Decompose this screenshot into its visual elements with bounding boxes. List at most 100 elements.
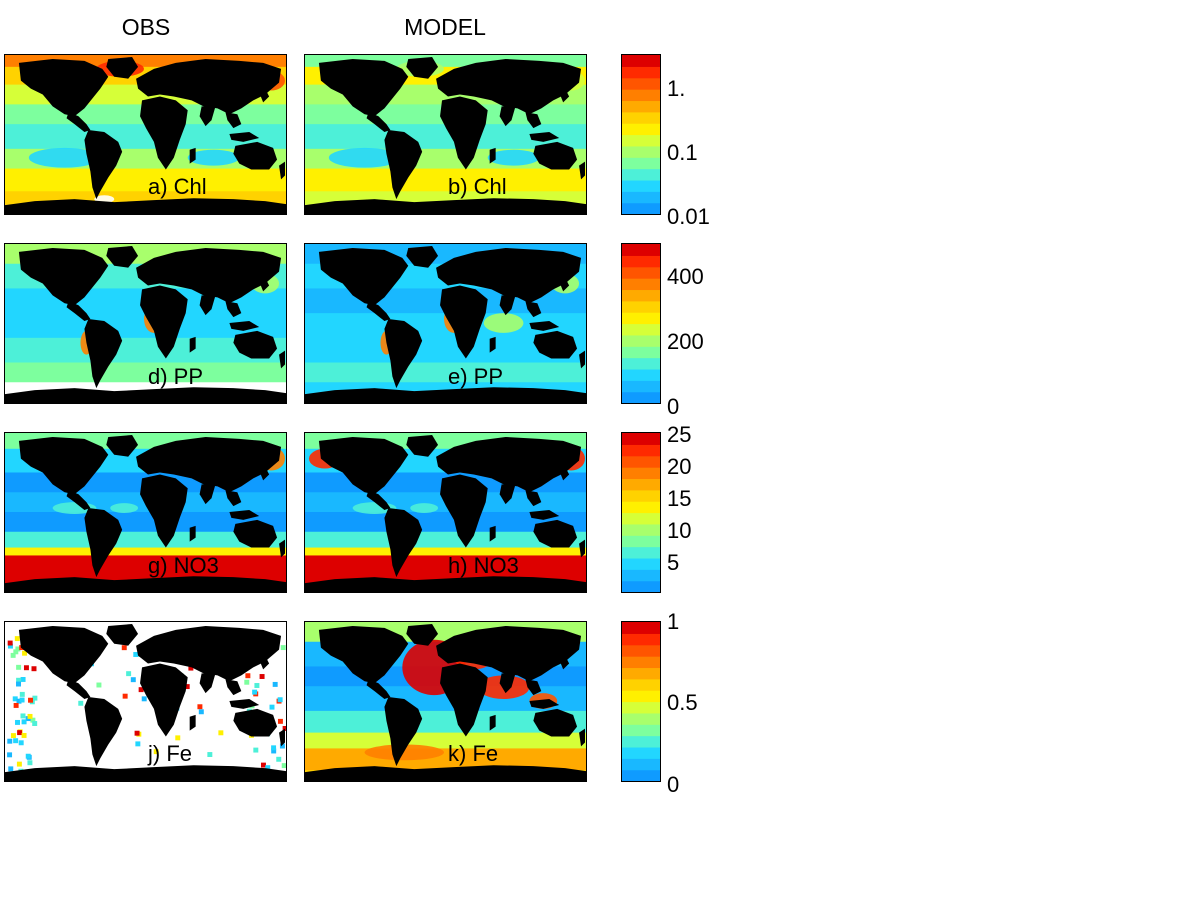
colorbar-tick-pp-400: 400 — [667, 264, 704, 289]
landmass-south-america — [84, 130, 123, 200]
panel-label-model-pp: e) PP — [448, 364, 504, 389]
landmass-se-asia — [225, 490, 242, 507]
landmass-new-zealand — [279, 728, 286, 747]
world-map-obs-fe — [5, 622, 286, 781]
landmass-africa — [140, 285, 188, 359]
landmass-africa — [440, 285, 488, 359]
landmass-north-america — [18, 58, 109, 117]
landmass-indonesia — [529, 699, 560, 709]
landmass-antarctica — [5, 198, 286, 214]
colorbar-tick-fe-0: 0 — [667, 772, 680, 797]
panel-label-obs-pp: d) PP — [148, 364, 204, 389]
landmass-greenland — [406, 434, 439, 457]
landmass-madagascar — [489, 714, 496, 731]
landmass-indonesia — [229, 510, 260, 520]
landmass-new-zealand — [579, 539, 586, 558]
colorbar-tick-no3-25: 25 — [667, 422, 692, 447]
world-map-obs-chl — [5, 55, 286, 214]
landmass-madagascar — [189, 714, 196, 731]
landmass-australia — [233, 708, 278, 737]
landmass-australia — [533, 708, 578, 737]
landmass-india — [199, 673, 216, 694]
landmass-japan — [559, 655, 570, 670]
landmass-australia — [233, 141, 278, 170]
landmass-eurasia — [136, 436, 282, 493]
landmass-eurasia — [136, 625, 282, 682]
landmass-central-america — [366, 301, 391, 322]
landmass-indonesia — [529, 510, 560, 520]
landmass-eurasia — [136, 247, 282, 304]
landmass-africa — [440, 663, 488, 737]
landmass-uk — [440, 452, 446, 463]
landmass-japan — [559, 277, 570, 292]
landmass-south-america — [384, 697, 423, 767]
landmass-madagascar — [489, 525, 496, 542]
landmass-australia — [233, 519, 278, 548]
landmass-australia — [533, 330, 578, 359]
landmass-antarctica — [5, 765, 286, 781]
world-map-obs-no3 — [5, 433, 286, 592]
colorbar-tick-chl-001: 0.01 — [667, 204, 710, 229]
landmass-indonesia — [229, 132, 260, 142]
landmass-japan — [559, 88, 570, 103]
landmass-africa — [140, 96, 188, 170]
landmass-south-america — [84, 697, 123, 767]
landmass-africa — [440, 96, 488, 170]
landmass-africa — [140, 474, 188, 548]
landmass-south-america — [384, 130, 423, 200]
world-map-model-fe — [305, 622, 586, 781]
landmass-india — [499, 484, 516, 505]
landmass-south-america — [84, 319, 123, 389]
panel-label-obs-no3: g) NO3 — [148, 553, 219, 578]
colorbar-tick-pp-200: 200 — [667, 329, 704, 354]
colorbar-no3 — [621, 432, 661, 593]
landmass-antarctica — [305, 198, 586, 214]
landmass-se-asia — [225, 112, 242, 129]
map-panel-obs-chl: a) Chl — [4, 54, 287, 215]
landmass-india — [499, 673, 516, 694]
landmass-indonesia — [229, 699, 260, 709]
world-map-model-chl — [305, 55, 586, 214]
landmass-north-america — [318, 625, 409, 684]
landmass-greenland — [106, 56, 139, 79]
landmass-north-america — [18, 436, 109, 495]
landmass-new-zealand — [579, 161, 586, 180]
landmass-india — [199, 484, 216, 505]
landmass-se-asia — [525, 679, 542, 696]
landmass-madagascar — [489, 147, 496, 164]
panel-label-model-fe: k) Fe — [448, 741, 499, 766]
landmass-south-america — [384, 319, 423, 389]
landmass-antarctica — [5, 576, 286, 592]
landmass-central-america — [366, 112, 391, 133]
colorbar-tick-no3-15: 15 — [667, 486, 692, 511]
landmass-central-america — [366, 679, 391, 700]
landmass-se-asia — [525, 301, 542, 318]
world-map-model-no3 — [305, 433, 586, 592]
landmass-japan — [259, 88, 270, 103]
landmass-australia — [233, 330, 278, 359]
landmass-madagascar — [189, 336, 196, 353]
landmass-africa — [440, 474, 488, 548]
colorbar-tick-fe-1: 1 — [667, 609, 680, 634]
colorbar-pp — [621, 243, 661, 404]
landmass-greenland — [406, 56, 439, 79]
model-column-title: MODEL — [404, 14, 486, 40]
landmass-uk — [140, 641, 146, 652]
landmass-antarctica — [5, 387, 286, 403]
landmass-central-america — [66, 112, 91, 133]
landmass-eurasia — [436, 247, 582, 304]
landmass-north-america — [18, 625, 109, 684]
landmass-madagascar — [189, 147, 196, 164]
landmass-new-zealand — [579, 350, 586, 369]
landmass-antarctica — [305, 765, 586, 781]
colorbar-tick-pp-0: 0 — [667, 394, 680, 419]
landmass-india — [499, 295, 516, 316]
landmass-north-america — [318, 247, 409, 306]
landmass-new-zealand — [279, 161, 286, 180]
landmass-south-america — [84, 508, 123, 578]
panel-label-model-chl: b) Chl — [448, 174, 507, 199]
landmass-eurasia — [136, 58, 282, 115]
landmass-greenland — [406, 623, 439, 646]
landmass-north-america — [318, 58, 409, 117]
landmass-greenland — [106, 623, 139, 646]
